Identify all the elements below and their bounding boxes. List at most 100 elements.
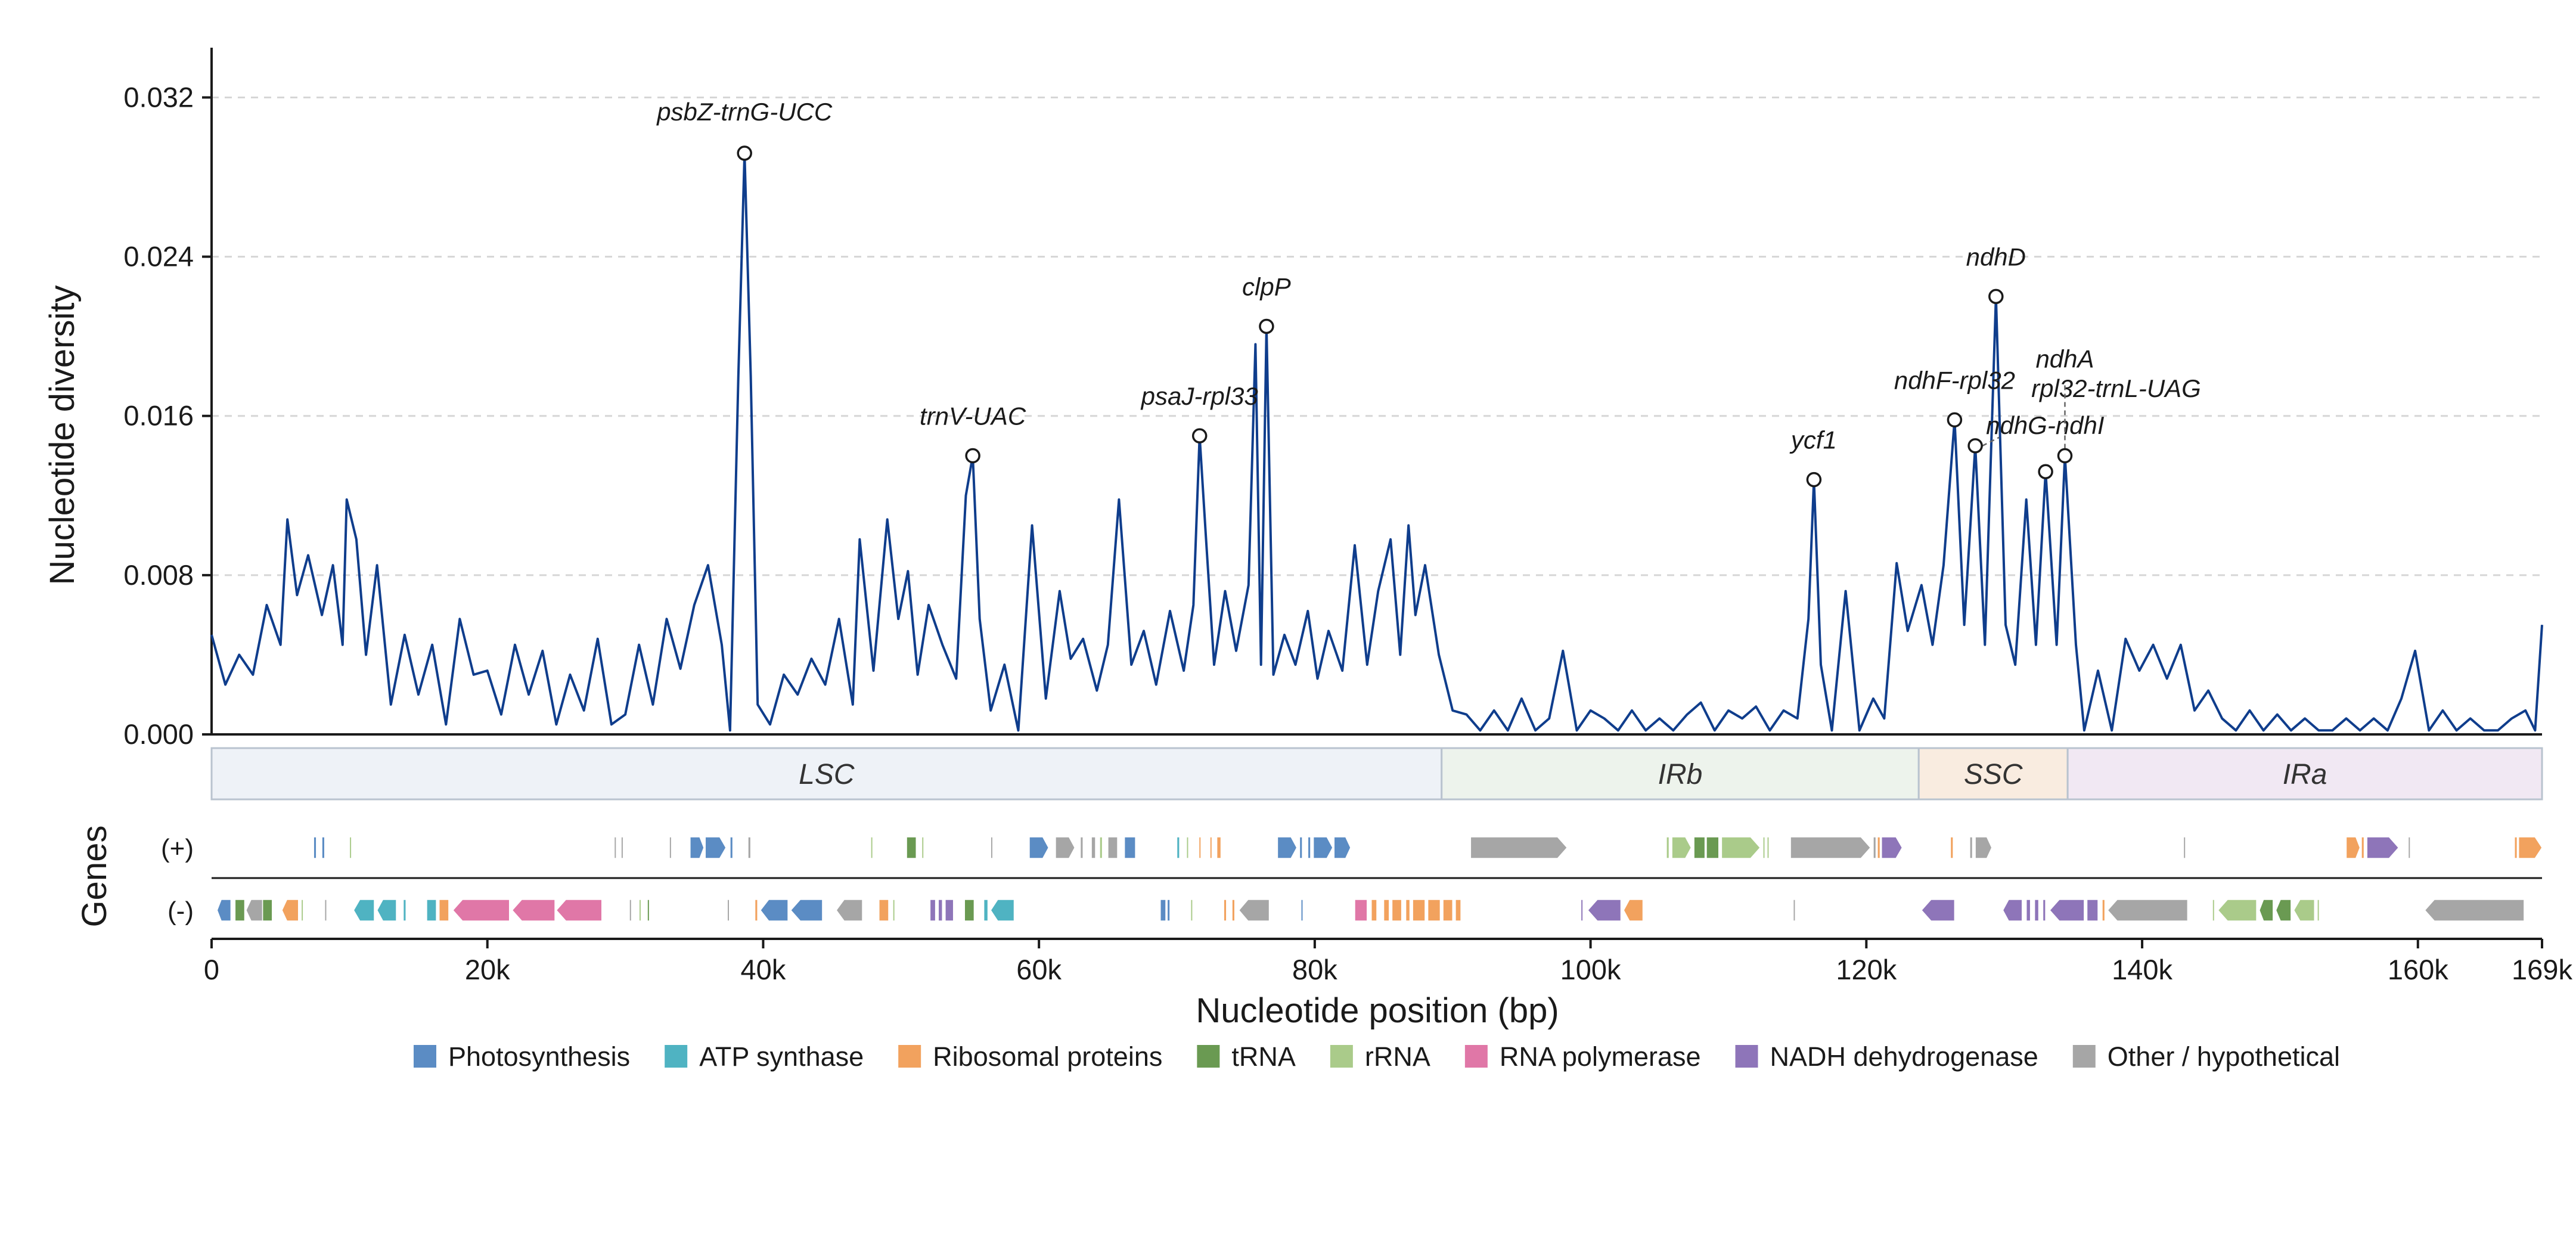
- gene-feature: [2424, 899, 2525, 922]
- gene-feature: [1354, 899, 1368, 922]
- gene-feature: [1216, 836, 1222, 859]
- gene-feature: [1792, 899, 1796, 922]
- gene-feature: [929, 899, 936, 922]
- region-label: IRb: [1658, 759, 1703, 790]
- x-tick-label: 120k: [1836, 954, 1897, 985]
- peak-marker: [2057, 448, 2073, 464]
- gene-feature: [730, 836, 734, 859]
- peak-label: ndhD: [1966, 243, 2026, 271]
- gene-feature: [836, 899, 863, 922]
- gene-feature: [1693, 836, 1706, 859]
- gene-feature: [1238, 899, 1270, 922]
- gene-feature: [1231, 899, 1236, 922]
- region-ssc: [1917, 747, 2069, 801]
- gene-feature: [1391, 899, 1402, 922]
- gene-feature: [964, 899, 975, 922]
- gene-feature: [921, 836, 924, 859]
- gene-feature: [1190, 899, 1193, 922]
- gene-feature: [2002, 899, 2023, 922]
- peak-marker: [1988, 289, 2004, 305]
- gene-feature: [669, 836, 672, 859]
- gene-feature: [2086, 899, 2099, 922]
- gene-feature: [870, 836, 874, 859]
- region-label: LSC: [799, 759, 855, 790]
- region-lsc: [210, 747, 1443, 801]
- gene-feature: [281, 899, 299, 922]
- legend-entry: RNA polymerase: [1500, 1041, 1701, 1072]
- x-tick-label: 160k: [2388, 954, 2448, 985]
- gene-feature: [1975, 836, 1992, 859]
- peak-label: clpP: [1242, 272, 1291, 300]
- minus-strand-label: (-): [167, 897, 194, 926]
- peak-marker: [1259, 318, 1274, 334]
- legend-entry: tRNA: [1231, 1041, 1296, 1072]
- gene-feature: [1277, 836, 1298, 859]
- legend-entry: Ribosomal proteins: [933, 1041, 1162, 1072]
- grid-lines: [212, 96, 2542, 576]
- gene-feature: [1160, 899, 1166, 922]
- gene-feature: [1721, 836, 1761, 859]
- gene-feature: [990, 899, 1015, 922]
- gene-feature: [1873, 836, 1877, 859]
- legend-entry: rRNA: [1365, 1041, 1430, 1072]
- gene-track: (+) (-): [161, 834, 2543, 926]
- gene-feature: [324, 899, 327, 922]
- plus-strand-label: (+): [161, 834, 194, 863]
- gene-feature: [1671, 836, 1692, 859]
- gene-feature: [426, 899, 437, 922]
- gene-feature: [1706, 836, 1720, 859]
- x-tick-label: 0: [204, 954, 219, 985]
- peak-marker: [1191, 428, 1208, 443]
- gene-feature: [1123, 836, 1136, 859]
- gene-feature: [1405, 899, 1411, 922]
- gene-feature: [1920, 899, 1956, 922]
- axes: 0.000 0.008 0.016 0.024 0.032: [123, 48, 2542, 750]
- gene-feature: [2317, 899, 2320, 922]
- gene-feature: [690, 836, 704, 859]
- peak-label: ndhG-ndhI: [1986, 411, 2105, 439]
- gene-feature: [1312, 836, 1333, 859]
- gene-feature: [1762, 836, 1766, 859]
- legend-entry: ATP synthase: [699, 1041, 864, 1072]
- gene-feature: [1427, 899, 1441, 922]
- gene-feature: [1166, 899, 1171, 922]
- gene-feature: [1455, 899, 1461, 922]
- gene-feature: [246, 899, 263, 922]
- gene-feature: [300, 899, 304, 922]
- gene-feature: [1881, 836, 1903, 859]
- gene-feature: [2042, 899, 2046, 922]
- gene-feature: [647, 899, 650, 922]
- gene-feature: [2217, 899, 2257, 922]
- gene-feature: [1185, 836, 1189, 859]
- gene-feature: [2107, 899, 2189, 922]
- gene-feature: [2275, 899, 2292, 922]
- gene-feature: [1969, 836, 1973, 859]
- x-tick-label: 40k: [741, 954, 786, 985]
- legend-swatch: [1330, 1045, 1353, 1068]
- gene-feature: [452, 899, 510, 922]
- gene-feature: [1176, 836, 1180, 859]
- gene-feature: [1223, 899, 1227, 922]
- gene-feature: [1623, 899, 1644, 922]
- gene-feature: [1307, 836, 1311, 859]
- gene-feature: [313, 836, 317, 859]
- gene-feature: [1587, 899, 1622, 922]
- gene-feature: [2361, 836, 2365, 859]
- gene-feature: [2345, 836, 2361, 859]
- gene-feature: [1666, 836, 1670, 859]
- region-bar: LSC IRb SSC IRa: [210, 747, 2543, 801]
- peak-marker: [1947, 412, 1963, 428]
- legend: Photosynthesis ATP synthase Ribosomal prot…: [414, 1041, 2340, 1072]
- region-label: IRa: [2283, 759, 2327, 790]
- gene-feature: [790, 899, 823, 922]
- gene-feature: [1383, 899, 1390, 922]
- gene-feature: [1412, 899, 1426, 922]
- legend-entry: Photosynthesis: [448, 1041, 630, 1072]
- gene-feature: [1767, 836, 1770, 859]
- legend-entry: NADH dehydrogenase: [1770, 1041, 2038, 1072]
- x-tick-label: 80k: [1292, 954, 1337, 985]
- gene-feature: [349, 836, 352, 859]
- gene-feature: [2366, 836, 2400, 859]
- peak-marker: [1806, 472, 1822, 488]
